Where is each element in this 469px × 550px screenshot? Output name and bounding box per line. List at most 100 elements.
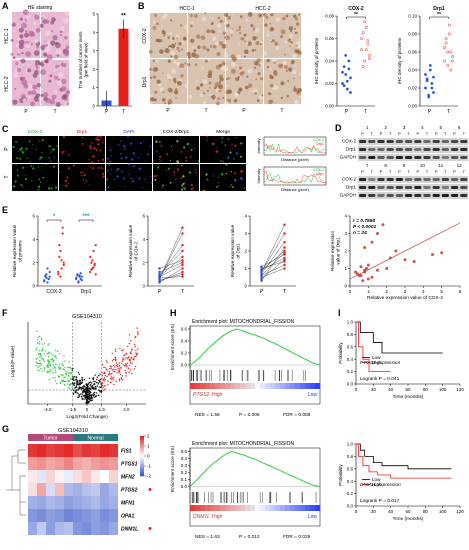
blot-band — [377, 178, 385, 181]
micrograph-texture — [185, 159, 188, 162]
micrograph-texture — [82, 179, 85, 181]
micrograph-texture — [297, 87, 302, 93]
micrograph-texture — [224, 35, 230, 41]
volcano-texture — [68, 375, 70, 377]
micrograph-texture — [282, 16, 286, 21]
y-tick-label: 0.1 — [181, 477, 188, 482]
blot-band — [386, 194, 394, 197]
volcano-texture — [104, 371, 106, 373]
micrograph-texture — [63, 102, 67, 106]
volcano-texture — [133, 368, 136, 370]
micrograph-texture — [221, 137, 224, 140]
volcano-texture — [44, 343, 46, 345]
micrograph-texture — [61, 94, 67, 100]
volcano-texture — [137, 334, 139, 336]
micrograph-texture — [287, 79, 290, 83]
data-point — [412, 260, 416, 263]
blot-band — [395, 148, 403, 151]
volcano-texture — [63, 380, 65, 383]
volcano-texture — [103, 366, 105, 368]
highlight-dot — [148, 488, 152, 491]
y-axis-label: Relative expression value — [12, 224, 17, 277]
micrograph-texture — [127, 156, 128, 158]
data-point — [62, 263, 65, 267]
micrograph-texture — [32, 144, 34, 146]
micrograph-texture — [293, 99, 299, 105]
micrograph-texture — [243, 55, 246, 58]
legend-label: Low — [372, 355, 381, 360]
volcano-texture — [41, 349, 44, 351]
y-tick-label: 2 — [344, 249, 347, 254]
volcano-texture — [53, 366, 56, 368]
statistic: P = 0.012 — [239, 534, 260, 540]
data-point — [94, 273, 97, 276]
volcano-texture — [121, 362, 123, 364]
volcano-texture — [86, 390, 88, 392]
annotation: PTGS2 — [122, 356, 136, 361]
micrograph-texture — [207, 69, 213, 75]
volcano-texture — [49, 361, 51, 363]
y-tick-label: 2 — [92, 67, 95, 72]
micrograph-texture — [239, 15, 243, 18]
micrograph-texture — [238, 25, 242, 29]
micrograph-texture — [190, 187, 194, 191]
heatmap-cell — [73, 483, 82, 496]
blot-band — [432, 140, 440, 143]
micrograph-texture — [171, 37, 175, 41]
volcano-texture — [111, 365, 113, 368]
volcano-texture — [76, 386, 78, 389]
volcano-texture — [81, 393, 83, 395]
data-point — [376, 232, 379, 235]
data-point — [361, 279, 365, 283]
volcano-texture — [81, 382, 83, 385]
micrograph-texture — [19, 17, 23, 21]
volcano-texture — [127, 345, 129, 348]
micrograph-texture — [233, 98, 238, 103]
volcano-texture — [99, 380, 101, 382]
lane-label: P — [435, 131, 438, 136]
micrograph-texture — [53, 69, 56, 72]
data-point — [48, 270, 51, 274]
x-tick-label: 4 — [422, 289, 425, 294]
volcano-texture — [77, 396, 79, 398]
row-label: Drp1 — [346, 147, 356, 152]
volcano-texture — [55, 349, 57, 352]
micrograph-texture — [155, 38, 160, 43]
micrograph-texture — [294, 17, 298, 21]
micrograph-texture — [179, 63, 185, 69]
color-scale — [140, 450, 144, 453]
x-tick-label: 120 — [456, 387, 464, 392]
y-tick-label: 1.0 — [347, 442, 354, 447]
volcano-texture — [88, 394, 91, 396]
data-point — [158, 275, 161, 278]
blot-band — [441, 186, 449, 189]
y-tick-label: 0 — [32, 284, 35, 289]
micrograph-texture — [288, 26, 294, 31]
volcano-texture — [111, 378, 113, 381]
volcano-texture — [68, 361, 71, 363]
micrograph-texture — [97, 143, 100, 146]
heatmap-cell — [82, 470, 91, 483]
data-point — [181, 263, 184, 267]
heatmap-cell — [109, 496, 118, 509]
micrograph-texture — [285, 69, 289, 73]
micrograph-texture — [217, 176, 220, 179]
data-point — [342, 84, 346, 88]
data-point — [394, 249, 398, 253]
micrograph-texture — [72, 164, 75, 167]
volcano-texture — [125, 364, 128, 366]
micrograph-texture — [262, 79, 266, 83]
micrograph-texture — [34, 60, 40, 65]
category-label: P — [345, 109, 349, 115]
micrograph-texture — [60, 33, 62, 36]
blot-band — [414, 156, 422, 159]
micrograph-texture — [168, 46, 171, 49]
volcano-texture — [36, 369, 39, 371]
micrograph-texture — [173, 80, 177, 84]
micrograph-texture — [200, 66, 205, 71]
micrograph-texture — [239, 142, 243, 145]
micrograph-texture — [128, 173, 130, 176]
rank-gradient — [190, 505, 196, 511]
micrograph-texture — [239, 31, 242, 35]
micrograph-texture — [77, 148, 79, 149]
